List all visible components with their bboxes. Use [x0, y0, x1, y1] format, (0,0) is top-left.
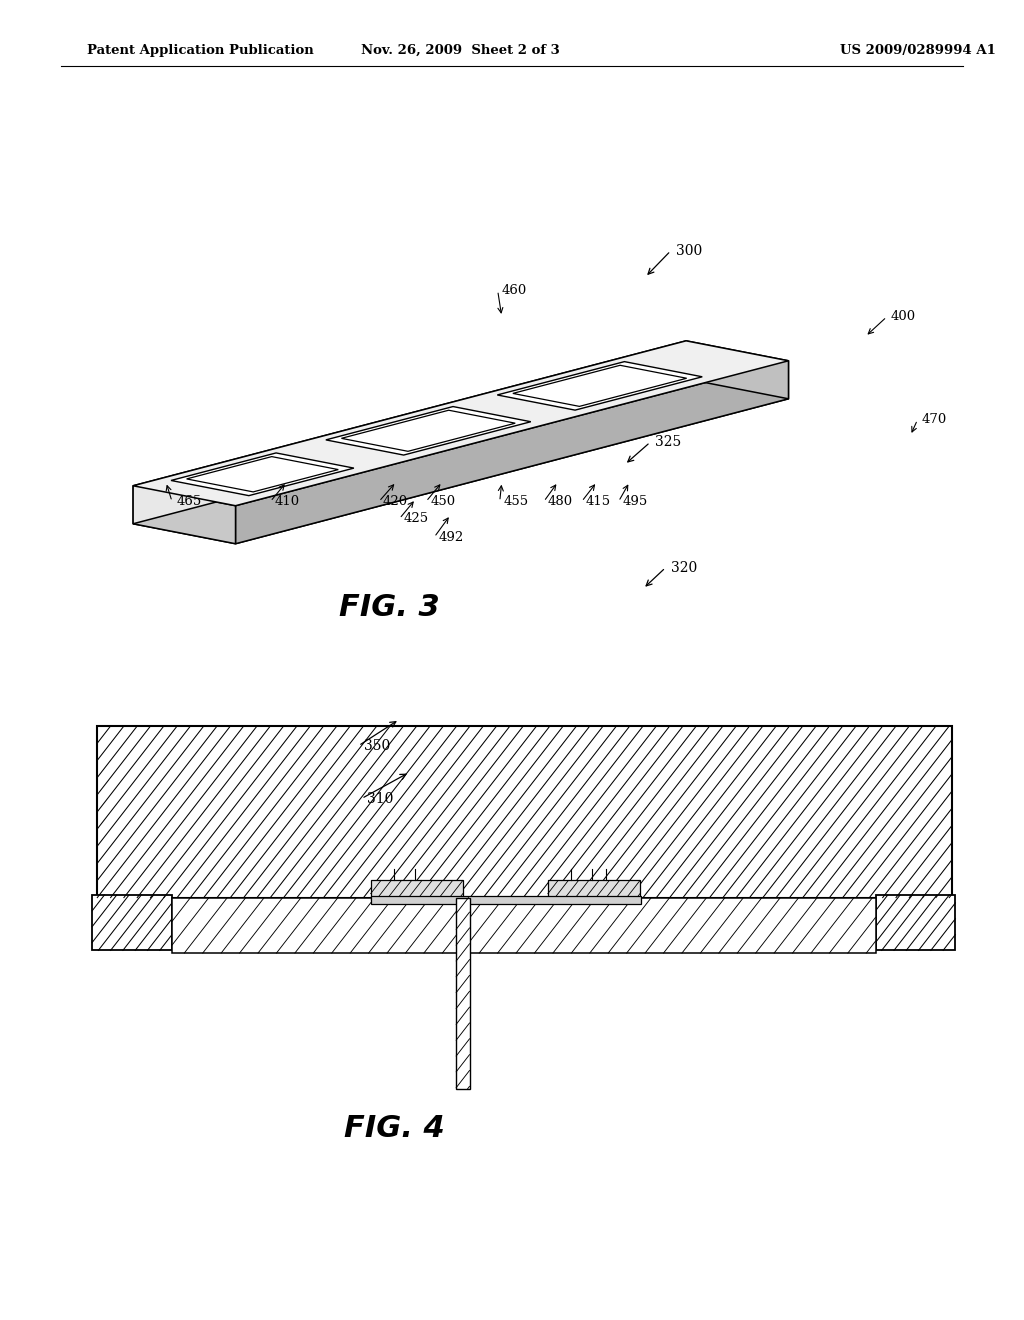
Text: 480: 480	[548, 495, 573, 508]
Bar	[548, 880, 640, 900]
Bar	[172, 895, 876, 950]
Bar	[457, 898, 469, 1089]
Text: 455: 455	[504, 495, 529, 508]
Polygon shape	[326, 407, 530, 455]
Polygon shape	[133, 486, 236, 544]
Text: 410: 410	[274, 495, 300, 508]
Text: 495: 495	[623, 495, 648, 508]
Text: 300: 300	[676, 244, 702, 257]
Text: US 2009/0289994 A1: US 2009/0289994 A1	[840, 44, 995, 57]
Text: Nov. 26, 2009  Sheet 2 of 3: Nov. 26, 2009 Sheet 2 of 3	[361, 44, 560, 57]
Text: 400: 400	[891, 310, 916, 323]
Bar	[97, 726, 952, 898]
Bar	[371, 896, 641, 904]
Text: 415: 415	[586, 495, 611, 508]
Polygon shape	[341, 411, 515, 451]
Text: 425: 425	[403, 512, 429, 525]
Polygon shape	[498, 362, 702, 411]
Polygon shape	[236, 360, 788, 544]
Polygon shape	[133, 341, 686, 524]
Polygon shape	[513, 366, 687, 407]
Text: 450: 450	[430, 495, 456, 508]
Text: 350: 350	[364, 739, 390, 752]
Text: 310: 310	[367, 792, 393, 805]
Bar	[92, 895, 172, 950]
Polygon shape	[133, 341, 788, 506]
Polygon shape	[133, 379, 788, 544]
Bar	[371, 880, 463, 900]
Text: 420: 420	[383, 495, 409, 508]
Polygon shape	[686, 341, 788, 399]
Polygon shape	[186, 457, 338, 492]
Text: FIG. 4: FIG. 4	[344, 1114, 444, 1143]
Text: 492: 492	[438, 531, 464, 544]
Text: 460: 460	[502, 284, 527, 297]
Text: 470: 470	[922, 413, 947, 426]
Text: FIG. 3: FIG. 3	[339, 593, 439, 622]
Bar	[172, 898, 876, 953]
Text: 325: 325	[655, 436, 682, 449]
Bar	[876, 895, 955, 950]
Text: 320: 320	[671, 561, 697, 574]
Text: 465: 465	[176, 495, 202, 508]
Text: Patent Application Publication: Patent Application Publication	[87, 44, 313, 57]
Polygon shape	[171, 453, 354, 495]
